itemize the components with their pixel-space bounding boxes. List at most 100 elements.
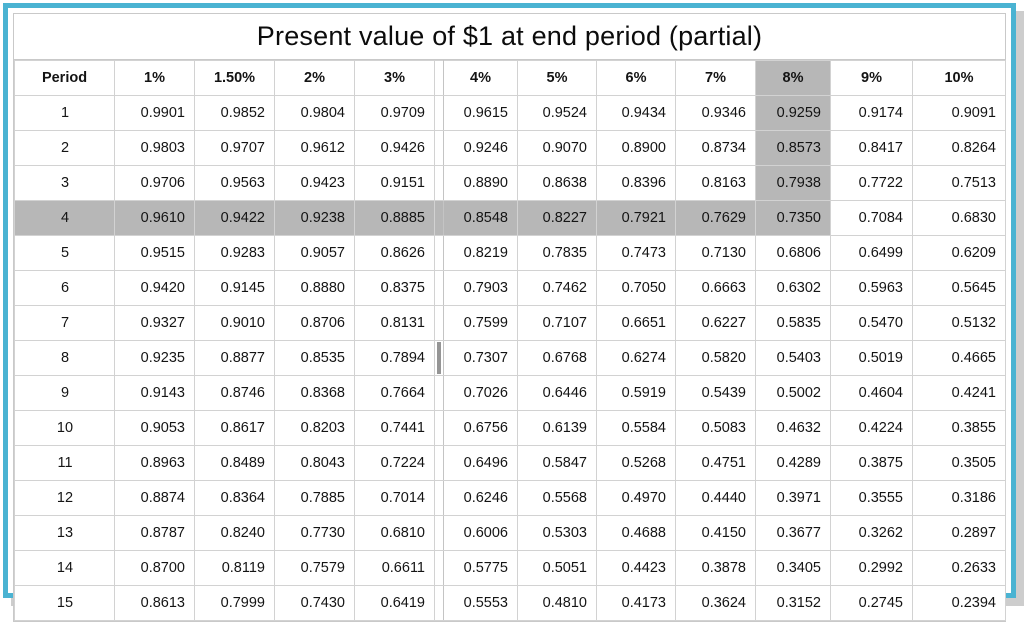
value-cell: 0.9804 <box>274 95 355 131</box>
rate-column-header: 7% <box>675 60 756 96</box>
value-cell: 0.5019 <box>830 340 913 376</box>
value-cell: 0.8227 <box>517 200 597 236</box>
rate-column-header: 3% <box>354 60 435 96</box>
value-cell: 0.9615 <box>443 95 518 131</box>
value-cell: 0.8885 <box>354 200 435 236</box>
value-cell: 0.9515 <box>114 235 195 271</box>
value-cell: 0.6768 <box>517 340 597 376</box>
value-cell: 0.7894 <box>354 340 435 376</box>
value-cell: 0.7730 <box>274 515 355 551</box>
pane-divider <box>434 95 444 131</box>
value-cell: 0.4688 <box>596 515 676 551</box>
table-title: Present value of $1 at end period (parti… <box>14 14 1005 60</box>
rate-column-header: 8% <box>755 60 831 96</box>
value-cell: 0.6806 <box>755 235 831 271</box>
value-cell: 0.9057 <box>274 235 355 271</box>
value-cell: 0.7130 <box>675 235 756 271</box>
pv-table: Period 1% 1.50% 2% 3% 4% 5% 6% 7% 8% 9% 10% 1 0.9901… <box>14 60 1006 621</box>
value-cell: 0.9010 <box>194 305 275 341</box>
value-cell: 0.9327 <box>114 305 195 341</box>
value-cell: 0.6274 <box>596 340 676 376</box>
period-cell: 12 <box>14 480 115 516</box>
table-row: 13 0.8787 0.8240 0.7730 0.6810 0.6006 0.5303 0.… <box>14 515 1006 551</box>
table-row: 12 0.8874 0.8364 0.7885 0.7014 0.6246 0.5568 0.… <box>14 480 1006 516</box>
value-cell: 0.9145 <box>194 270 275 306</box>
value-cell: 0.7014 <box>354 480 435 516</box>
value-cell: 0.4224 <box>830 410 913 446</box>
value-cell: 0.9070 <box>517 130 597 166</box>
value-cell: 0.3186 <box>912 480 1006 516</box>
table-row: 15 0.8613 0.7999 0.7430 0.6419 0.5553 0.4810 0.… <box>14 585 1006 621</box>
value-cell: 0.8364 <box>194 480 275 516</box>
pane-divider <box>434 305 444 341</box>
period-cell: 6 <box>14 270 115 306</box>
value-cell: 0.8963 <box>114 445 195 481</box>
period-cell: 15 <box>14 585 115 621</box>
rate-column-header: 4% <box>443 60 518 96</box>
value-cell: 0.7885 <box>274 480 355 516</box>
value-cell: 0.7835 <box>517 235 597 271</box>
value-cell: 0.3555 <box>830 480 913 516</box>
value-cell: 0.5919 <box>596 375 676 411</box>
value-cell: 0.9091 <box>912 95 1006 131</box>
header-row: Period 1% 1.50% 2% 3% 4% 5% 6% 7% 8% 9% 10% <box>14 60 1006 96</box>
value-cell: 0.9259 <box>755 95 831 131</box>
pane-divider <box>434 550 444 586</box>
value-cell: 0.9246 <box>443 130 518 166</box>
value-cell: 0.3624 <box>675 585 756 621</box>
table-row: 9 0.9143 0.8746 0.8368 0.7664 0.7026 0.6446 0.5… <box>14 375 1006 411</box>
value-cell: 0.7579 <box>274 550 355 586</box>
value-cell: 0.3262 <box>830 515 913 551</box>
value-cell: 0.8787 <box>114 515 195 551</box>
value-cell: 0.7107 <box>517 305 597 341</box>
value-cell: 0.2745 <box>830 585 913 621</box>
pane-divider <box>434 445 444 481</box>
value-cell: 0.8163 <box>675 165 756 201</box>
pane-divider-thumb <box>437 342 441 374</box>
value-cell: 0.3405 <box>755 550 831 586</box>
pane-divider <box>434 585 444 621</box>
pane-divider <box>434 410 444 446</box>
value-cell: 0.6830 <box>912 200 1006 236</box>
value-cell: 0.8375 <box>354 270 435 306</box>
value-cell: 0.7903 <box>443 270 518 306</box>
value-cell: 0.9174 <box>830 95 913 131</box>
value-cell: 0.9612 <box>274 130 355 166</box>
table-row: 10 0.9053 0.8617 0.8203 0.7441 0.6756 0.6139 0.… <box>14 410 1006 446</box>
value-cell: 0.9235 <box>114 340 195 376</box>
value-cell: 0.9346 <box>675 95 756 131</box>
value-cell: 0.3855 <box>912 410 1006 446</box>
value-cell: 0.8368 <box>274 375 355 411</box>
value-cell: 0.5847 <box>517 445 597 481</box>
value-cell: 0.4751 <box>675 445 756 481</box>
value-cell: 0.4150 <box>675 515 756 551</box>
value-cell: 0.6139 <box>517 410 597 446</box>
period-cell: 13 <box>14 515 115 551</box>
value-cell: 0.9143 <box>114 375 195 411</box>
value-cell: 0.7722 <box>830 165 913 201</box>
table-row: 8 0.9235 0.8877 0.8535 0.7894 0.7307 0.6768 0.6… <box>14 340 1006 376</box>
table-row: 2 0.9803 0.9707 0.9612 0.9426 0.9246 0.9070 0.8… <box>14 130 1006 166</box>
pv-table-card: Present value of $1 at end period (parti… <box>3 3 1016 622</box>
value-cell: 0.4632 <box>755 410 831 446</box>
value-cell: 0.4604 <box>830 375 913 411</box>
value-cell: 0.7938 <box>755 165 831 201</box>
value-cell: 0.5553 <box>443 585 518 621</box>
value-cell: 0.8203 <box>274 410 355 446</box>
rate-column-header: 1.50% <box>194 60 275 96</box>
pane-divider <box>434 60 444 96</box>
value-cell: 0.3971 <box>755 480 831 516</box>
table-row: 4 0.9610 0.9422 0.9238 0.8885 0.8548 0.8227 0.7… <box>14 200 1006 236</box>
value-cell: 0.7441 <box>354 410 435 446</box>
value-cell: 0.8874 <box>114 480 195 516</box>
value-cell: 0.9283 <box>194 235 275 271</box>
period-cell: 11 <box>14 445 115 481</box>
value-cell: 0.3152 <box>755 585 831 621</box>
period-cell: 1 <box>14 95 115 131</box>
value-cell: 0.8617 <box>194 410 275 446</box>
value-cell: 0.6227 <box>675 305 756 341</box>
value-cell: 0.7629 <box>675 200 756 236</box>
value-cell: 0.4970 <box>596 480 676 516</box>
value-cell: 0.7026 <box>443 375 518 411</box>
period-cell: 10 <box>14 410 115 446</box>
